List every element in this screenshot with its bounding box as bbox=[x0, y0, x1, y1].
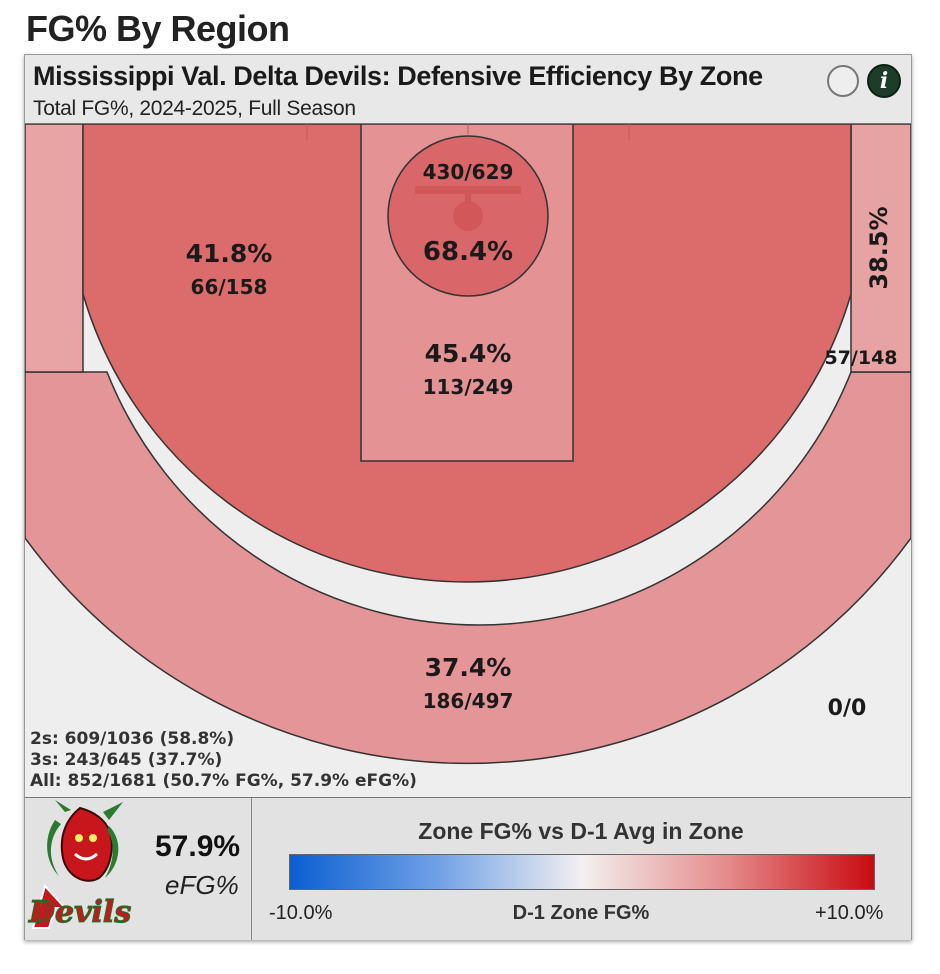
logo-text: Devils bbox=[28, 895, 131, 930]
hoop bbox=[453, 201, 483, 231]
delta-devils-logo: Devils bbox=[27, 800, 132, 931]
page-title: FG% By Region bbox=[26, 8, 290, 49]
legend-footer: Devils 57.9% eFG% Zone FG% vs D-1 Avg in… bbox=[25, 797, 911, 940]
right-corner-pct-label: 38.5% bbox=[865, 206, 893, 289]
hoop-neck bbox=[465, 194, 471, 204]
zone-right-corner-three bbox=[850, 124, 911, 373]
rim-pct-label: 68.4% bbox=[423, 237, 513, 267]
legend-color-bar bbox=[289, 854, 875, 890]
chart-header: Mississippi Val. Delta Devils: Defensive… bbox=[25, 55, 911, 124]
midrange-pct-label: 41.8% bbox=[186, 239, 273, 268]
right-corner-made-att-label: 57/148 bbox=[824, 347, 897, 369]
backboard bbox=[415, 186, 521, 194]
rim-made-att-label: 430/629 bbox=[423, 160, 514, 184]
legend-max-label: +10.0% bbox=[815, 902, 884, 924]
above-break-made-att-label: 186/497 bbox=[423, 689, 514, 713]
team-logo-area: Devils 57.9% eFG% bbox=[25, 798, 252, 940]
legend-title: Zone FG% vs D-1 Avg in Zone bbox=[418, 818, 744, 844]
deep-made-att-label: 0/0 bbox=[828, 696, 867, 721]
efg-label: eFG% bbox=[165, 870, 239, 900]
midrange-made-att-label: 66/158 bbox=[191, 275, 268, 299]
efg-value: 57.9% bbox=[155, 830, 241, 863]
info-icon[interactable]: i bbox=[867, 64, 901, 98]
court-heatmap: 430/629 68.4% 45.4% 113/249 41.8% 66/158… bbox=[25, 124, 911, 797]
toggle-circle-button[interactable] bbox=[827, 65, 859, 97]
legend-axis-label: D-1 Zone FG% bbox=[512, 902, 650, 924]
chart-title: Mississippi Val. Delta Devils: Defensive… bbox=[33, 61, 763, 91]
legend-min-label: -10.0% bbox=[269, 902, 333, 924]
zone-above-break-three bbox=[25, 371, 911, 765]
summary-twos: 2s: 609/1036 (58.8%) bbox=[30, 729, 234, 749]
zone-left-corner-three bbox=[25, 124, 84, 373]
above-break-pct-label: 37.4% bbox=[425, 653, 512, 682]
summary-threes: 3s: 243/645 (37.7%) bbox=[30, 750, 222, 770]
chart-subtitle: Total FG%, 2024-2025, Full Season bbox=[33, 97, 356, 120]
chart-card: Mississippi Val. Delta Devils: Defensive… bbox=[24, 54, 912, 940]
summary-all: All: 852/1681 (50.7% FG%, 57.9% eFG%) bbox=[30, 771, 417, 791]
paint-pct-label: 45.4% bbox=[425, 339, 512, 368]
paint-made-att-label: 113/249 bbox=[423, 375, 514, 399]
